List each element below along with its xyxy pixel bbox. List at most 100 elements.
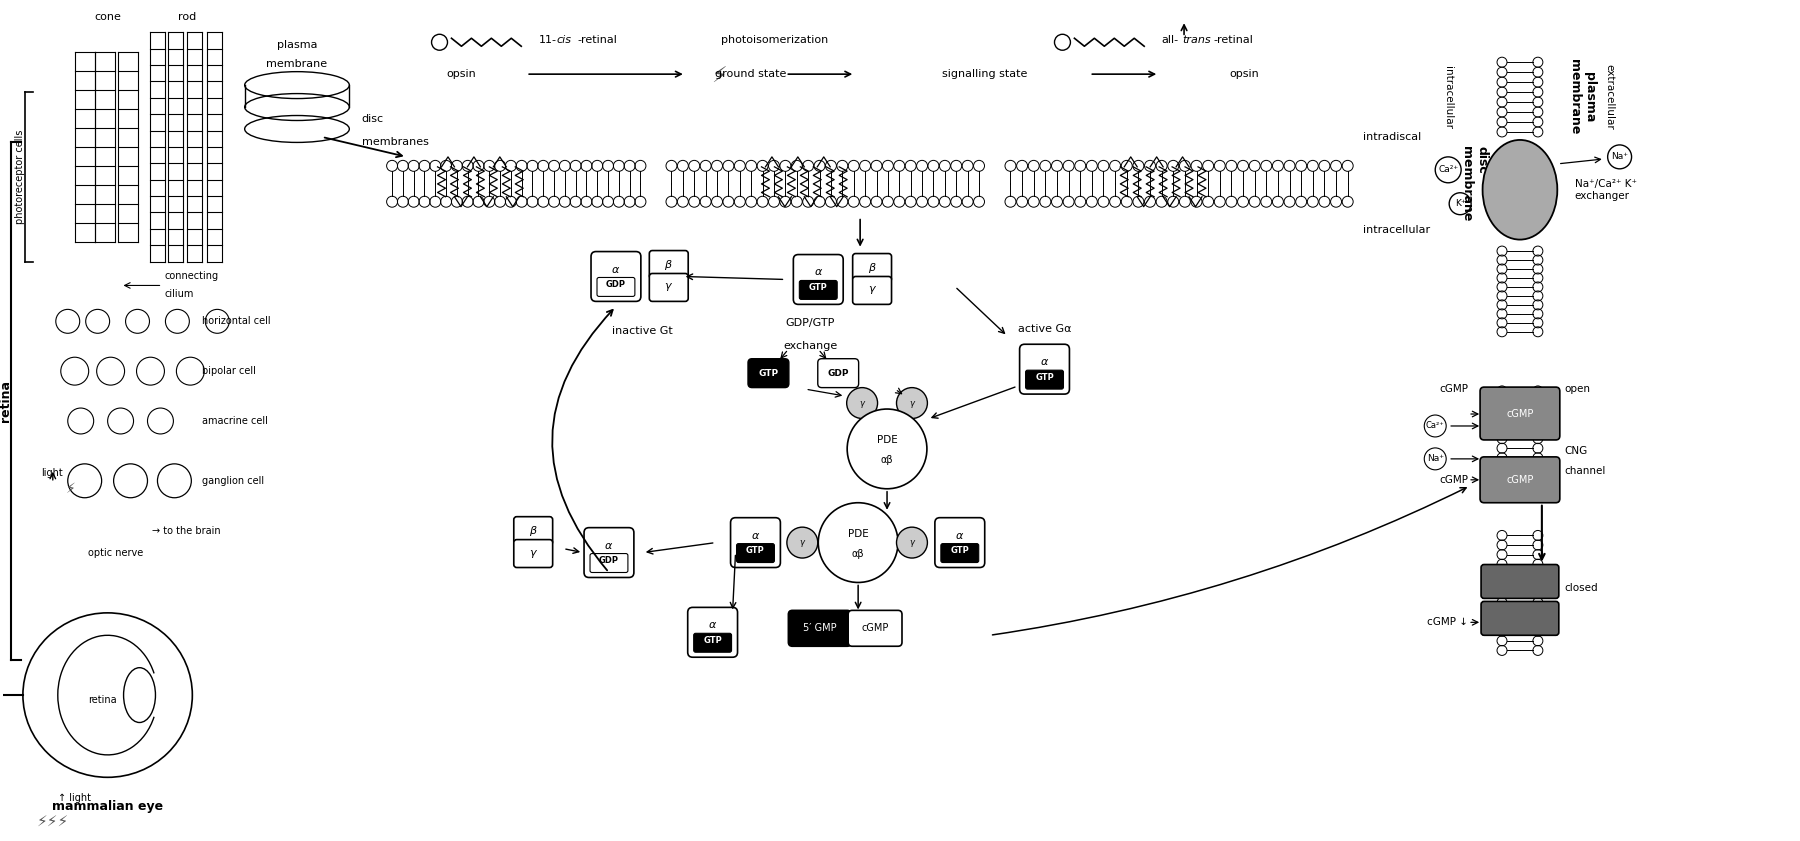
Text: membrane: membrane: [266, 59, 328, 69]
Text: channel: channel: [1564, 466, 1606, 476]
Text: membranes: membranes: [362, 137, 428, 147]
FancyBboxPatch shape: [799, 280, 837, 299]
Text: PDE: PDE: [848, 529, 869, 538]
FancyBboxPatch shape: [1481, 601, 1559, 635]
Text: Ca²⁺: Ca²⁺: [1426, 421, 1445, 431]
Text: $\alpha$: $\alpha$: [814, 267, 823, 278]
FancyBboxPatch shape: [1481, 564, 1559, 599]
Text: → to the brain: → to the brain: [153, 526, 221, 536]
Text: cone: cone: [94, 13, 121, 23]
Text: K⁺: K⁺: [1454, 199, 1465, 209]
Text: Na⁺: Na⁺: [1427, 454, 1444, 463]
Text: amacrine cell: amacrine cell: [202, 416, 268, 426]
FancyBboxPatch shape: [1026, 370, 1064, 389]
Text: open: open: [1564, 384, 1591, 394]
FancyBboxPatch shape: [749, 359, 788, 388]
Text: disc: disc: [362, 114, 383, 124]
Circle shape: [896, 527, 927, 558]
Text: cGMP: cGMP: [1440, 384, 1469, 394]
Text: opsin: opsin: [446, 69, 477, 79]
Text: all-: all-: [1161, 35, 1179, 45]
Text: bipolar cell: bipolar cell: [202, 366, 256, 376]
FancyBboxPatch shape: [693, 633, 731, 653]
Circle shape: [819, 503, 898, 583]
Text: Na⁺/Ca²⁺ K⁺
exchanger: Na⁺/Ca²⁺ K⁺ exchanger: [1575, 179, 1636, 200]
Text: 5′ GMP: 5′ GMP: [803, 623, 837, 633]
Circle shape: [896, 388, 927, 419]
FancyBboxPatch shape: [650, 251, 688, 278]
FancyBboxPatch shape: [1480, 457, 1561, 503]
Text: $\gamma$: $\gamma$: [868, 284, 877, 296]
Circle shape: [846, 388, 878, 419]
Text: closed: closed: [1564, 584, 1598, 594]
Text: ↑ light: ↑ light: [58, 793, 90, 803]
Text: PDE: PDE: [877, 435, 898, 445]
FancyBboxPatch shape: [853, 277, 891, 304]
Text: ⚡: ⚡: [67, 482, 76, 496]
Text: 11-: 11-: [540, 35, 558, 45]
Text: ground state: ground state: [715, 69, 787, 79]
Text: extracellular: extracellular: [1604, 64, 1615, 130]
Text: rod: rod: [178, 13, 196, 23]
FancyBboxPatch shape: [853, 253, 891, 282]
Ellipse shape: [1483, 140, 1557, 240]
Text: photoisomerization: photoisomerization: [720, 35, 828, 45]
FancyBboxPatch shape: [817, 359, 859, 388]
Text: $\gamma$: $\gamma$: [664, 282, 673, 294]
FancyBboxPatch shape: [934, 518, 985, 568]
Text: $\alpha$: $\alpha$: [605, 541, 614, 551]
Text: αβ: αβ: [880, 455, 893, 465]
Text: γ: γ: [909, 399, 914, 408]
Text: $\beta$: $\beta$: [664, 257, 673, 272]
Text: cis: cis: [556, 35, 571, 45]
FancyBboxPatch shape: [513, 540, 553, 568]
Text: horizontal cell: horizontal cell: [202, 316, 272, 326]
Text: cGMP: cGMP: [1507, 475, 1534, 484]
Text: γ: γ: [860, 399, 864, 408]
Text: active Gα: active Gα: [1017, 325, 1071, 335]
Text: $\alpha$: $\alpha$: [956, 531, 965, 541]
Text: Ca²⁺: Ca²⁺: [1438, 166, 1458, 174]
FancyBboxPatch shape: [598, 278, 635, 296]
Text: plasma: plasma: [277, 40, 317, 50]
FancyBboxPatch shape: [1480, 387, 1561, 440]
Text: GDP: GDP: [599, 556, 619, 565]
Text: exchange: exchange: [783, 341, 837, 352]
FancyBboxPatch shape: [590, 251, 641, 301]
Text: disc
membrane: disc membrane: [1460, 146, 1489, 221]
Text: GDP: GDP: [607, 280, 626, 289]
FancyBboxPatch shape: [1019, 344, 1069, 394]
Text: $\beta$: $\beta$: [529, 524, 538, 537]
FancyBboxPatch shape: [583, 527, 634, 578]
Text: connecting: connecting: [164, 272, 218, 282]
Text: GTP: GTP: [950, 546, 968, 555]
Text: $\beta$: $\beta$: [868, 261, 877, 274]
Text: optic nerve: optic nerve: [88, 547, 142, 558]
Text: retina: retina: [88, 695, 117, 705]
Text: retina: retina: [0, 380, 13, 422]
Circle shape: [787, 527, 817, 558]
Text: cGMP: cGMP: [1507, 409, 1534, 419]
Text: intracellular: intracellular: [1444, 66, 1453, 129]
Text: GTP: GTP: [747, 546, 765, 555]
Text: $\gamma$: $\gamma$: [529, 547, 538, 559]
Text: photoreceptor cells: photoreceptor cells: [14, 130, 25, 224]
Text: plasma
membrane: plasma membrane: [1568, 60, 1597, 135]
Text: opsin: opsin: [1229, 69, 1258, 79]
FancyBboxPatch shape: [788, 611, 851, 646]
Text: GDP/GTP: GDP/GTP: [785, 319, 835, 328]
Text: Na⁺: Na⁺: [1611, 152, 1629, 161]
Text: $\alpha$: $\alpha$: [751, 531, 760, 541]
Text: ⚡⚡⚡: ⚡⚡⚡: [36, 814, 68, 829]
Text: -retinal: -retinal: [1213, 35, 1253, 45]
Text: cGMP ↓: cGMP ↓: [1427, 617, 1469, 627]
Text: cilium: cilium: [164, 289, 194, 299]
Text: mammalian eye: mammalian eye: [52, 800, 164, 812]
FancyBboxPatch shape: [513, 516, 553, 545]
FancyBboxPatch shape: [688, 607, 738, 657]
Text: ⚡: ⚡: [711, 67, 727, 87]
FancyBboxPatch shape: [590, 553, 628, 573]
Text: cGMP: cGMP: [862, 623, 889, 633]
Text: GTP: GTP: [758, 368, 778, 378]
Text: $\alpha$: $\alpha$: [1040, 357, 1049, 368]
